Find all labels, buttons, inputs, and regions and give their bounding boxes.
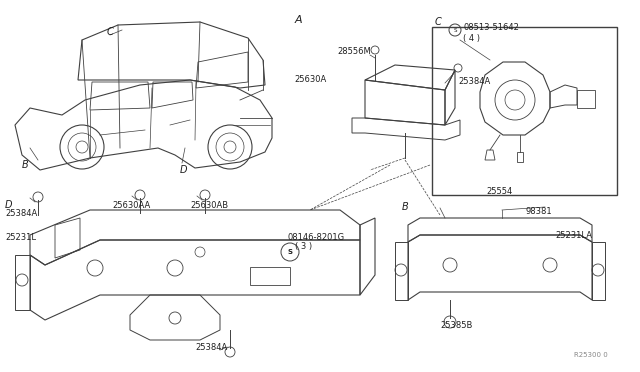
Text: C: C bbox=[435, 17, 442, 27]
Text: 25630AA: 25630AA bbox=[112, 201, 150, 209]
Text: 25384A: 25384A bbox=[5, 208, 37, 218]
Text: D: D bbox=[180, 165, 188, 175]
Bar bbox=[250, 267, 290, 285]
Text: 28556M: 28556M bbox=[337, 48, 371, 57]
Text: R25300 0: R25300 0 bbox=[574, 352, 608, 358]
Text: 25630A: 25630A bbox=[295, 76, 327, 84]
Text: B: B bbox=[402, 202, 409, 212]
Text: B: B bbox=[22, 160, 29, 170]
Text: 08513-51642: 08513-51642 bbox=[463, 23, 519, 32]
Text: A: A bbox=[295, 15, 303, 25]
Bar bbox=[577, 90, 595, 108]
Text: D: D bbox=[5, 200, 13, 210]
Text: S: S bbox=[453, 28, 457, 32]
Text: S: S bbox=[287, 249, 292, 255]
Text: 98381: 98381 bbox=[525, 208, 552, 217]
Text: 25384A: 25384A bbox=[195, 343, 227, 353]
Text: 25231L: 25231L bbox=[5, 234, 36, 243]
Text: 25554: 25554 bbox=[487, 187, 513, 196]
Text: 25384A: 25384A bbox=[458, 77, 490, 87]
Text: 25231LA: 25231LA bbox=[555, 231, 592, 240]
Text: 25385B: 25385B bbox=[440, 321, 472, 330]
Text: ( 4 ): ( 4 ) bbox=[463, 33, 480, 42]
Text: C: C bbox=[107, 27, 114, 37]
Text: ( 3 ): ( 3 ) bbox=[295, 243, 312, 251]
Bar bbox=[432, 27, 617, 195]
Text: 08146-8201G: 08146-8201G bbox=[288, 232, 345, 241]
Text: 25630AB: 25630AB bbox=[190, 201, 228, 209]
